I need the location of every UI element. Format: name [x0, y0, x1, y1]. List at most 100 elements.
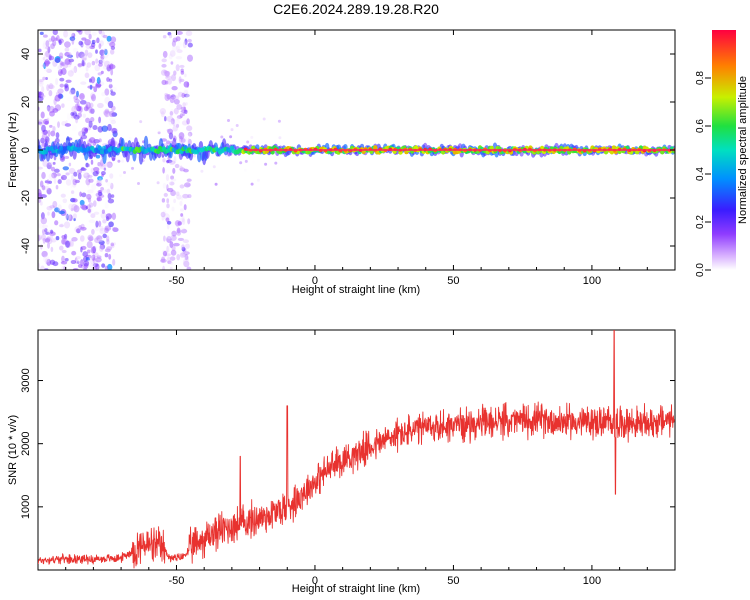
noise-cell: [181, 246, 186, 252]
noise-cell: [166, 94, 171, 100]
noise-cell: [106, 238, 110, 245]
noise-cell: [70, 207, 74, 212]
noise-cell: [188, 132, 191, 139]
noise-cell: [107, 192, 112, 200]
noise-cell: [40, 244, 43, 250]
spectrogram-x-ticks: -50 0 50 100: [37, 30, 676, 287]
noise-cell: [60, 62, 66, 66]
noise-cell: [71, 174, 75, 182]
noise-cell: [70, 190, 75, 195]
noise-cell: [65, 213, 68, 220]
noise-cell: [46, 162, 52, 170]
colorbar-tick-label: 0.4: [695, 167, 706, 181]
noise-cell: [107, 123, 112, 132]
noise-cell: [44, 59, 50, 67]
noise-cell: [43, 60, 51, 65]
noise-cell: [168, 102, 174, 108]
noise-cell: [88, 178, 94, 183]
noise-cell: [160, 211, 166, 218]
noise-cell: [187, 194, 192, 199]
noise-cell: [48, 38, 53, 42]
noise-cell: [163, 84, 168, 90]
noise-cell: [168, 119, 174, 126]
noise-cell: [164, 92, 169, 97]
noise-cell: [90, 213, 96, 219]
noise-cell: [72, 95, 77, 102]
noise-cell: [94, 64, 101, 72]
noise-cell: [180, 106, 186, 111]
noise-cell: [156, 181, 160, 185]
noise-cell: [104, 253, 109, 258]
noise-cell: [60, 193, 66, 198]
snr-y-label: SNR (10 * v/v): [7, 415, 19, 485]
noise-cell: [85, 205, 89, 210]
noise-cell: [170, 178, 177, 182]
noise-cell: [46, 84, 50, 92]
noise-cell: [162, 35, 167, 39]
noise-cell: [87, 52, 93, 58]
noise-cell: [49, 110, 55, 117]
noise-cell: [84, 127, 88, 134]
noise-cell: [163, 235, 166, 242]
noise-cell: [110, 86, 117, 92]
noise-cell: [101, 31, 105, 38]
noise-cell: [38, 262, 41, 269]
noise-cell: [182, 258, 187, 267]
noise-cell: [112, 227, 116, 231]
noise-cell: [91, 95, 94, 100]
colorbar-gradient: [712, 30, 736, 270]
noise-cell: [57, 93, 63, 99]
noise-cell: [110, 242, 115, 247]
noise-cell: [92, 170, 99, 177]
noise-cell: [165, 174, 170, 182]
ridge-envelope: [143, 135, 149, 150]
noise-cell: [99, 40, 104, 47]
noise-cell: [76, 228, 81, 234]
noise-cell: [44, 67, 51, 72]
noise-cell: [54, 94, 61, 102]
noise-cell: [80, 204, 87, 210]
noise-cell: [172, 167, 176, 174]
noise-cell: [70, 68, 76, 74]
colorbar-tick-label: 0.0: [695, 263, 706, 277]
noise-cell: [187, 179, 191, 185]
noise-cell: [109, 79, 113, 86]
figure-title: C2E6.2024.289.19.28.R20: [273, 1, 439, 17]
noise-cell: [164, 70, 170, 77]
noise-cell: [96, 235, 103, 241]
noise-cell: [186, 256, 189, 262]
noise-cell: [58, 52, 64, 59]
noise-cell: [42, 227, 46, 231]
noise-cell: [85, 43, 92, 50]
noise-cell: [104, 88, 110, 96]
noise-cell: [100, 54, 105, 60]
noise-cell: [97, 102, 104, 109]
noise-cell: [52, 108, 59, 113]
noise-cell: [164, 80, 169, 85]
noise-cell: [38, 95, 44, 102]
noise-cell: [161, 215, 165, 221]
noise-cell: [171, 206, 175, 212]
noise-cell: [170, 249, 177, 256]
noise-cell: [182, 239, 189, 244]
noise-cell: [95, 83, 102, 87]
noise-cell: [54, 220, 59, 226]
noise-cell: [81, 192, 87, 198]
noise-cell: [227, 119, 230, 122]
noise-cell: [85, 101, 91, 109]
noise-cell: [104, 248, 111, 253]
noise-cell: [76, 260, 80, 264]
noise-cell: [99, 243, 106, 250]
noise-cell: [65, 179, 72, 186]
noise-cell: [185, 30, 193, 37]
noise-cell: [61, 238, 66, 245]
noise-cell: [109, 61, 114, 65]
noise-cell: [48, 173, 54, 180]
noise-cell: [87, 174, 93, 178]
noise-cell: [71, 250, 77, 256]
noise-cell: [105, 162, 113, 168]
spectrogram-y-label: Frequency (Hz): [7, 112, 19, 188]
noise-cell: [79, 191, 82, 197]
noise-cell: [181, 120, 189, 126]
noise-cell: [177, 91, 184, 98]
